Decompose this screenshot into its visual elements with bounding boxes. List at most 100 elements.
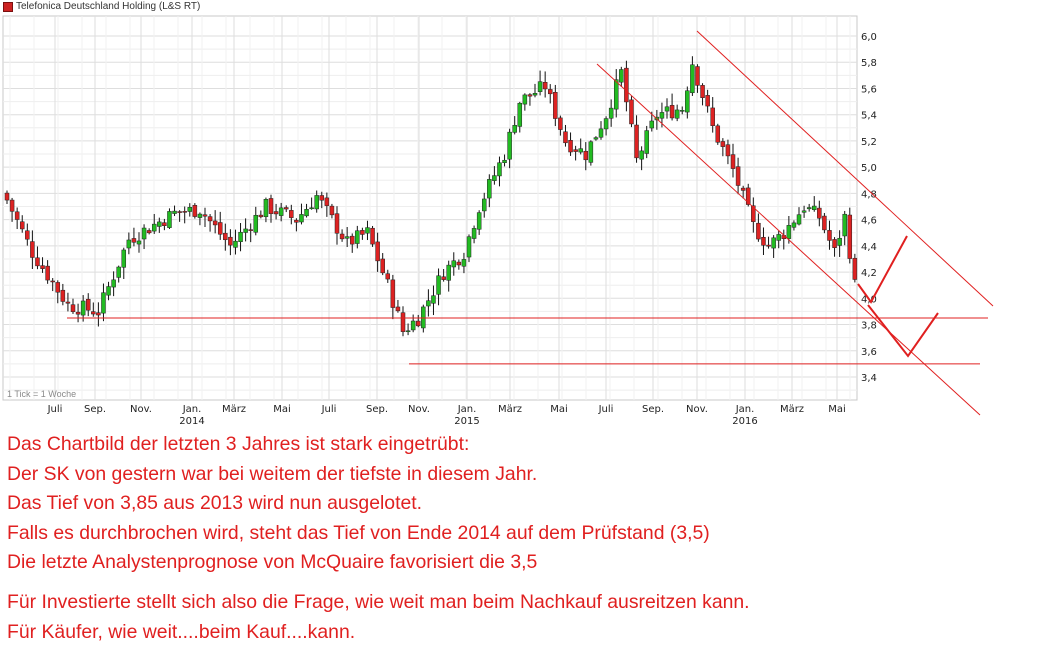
candle-down (202, 214, 208, 217)
candle-down (634, 124, 639, 159)
trend-line-lower (596, 63, 981, 416)
comment-block-2: Für Investierte stellt sich also die Fra… (7, 588, 750, 647)
y-tick-label: 3,8 (861, 321, 877, 332)
y-tick-label: 5,8 (861, 58, 877, 69)
candle-down (217, 222, 223, 235)
candle-down (558, 117, 563, 130)
x-tick-label: März (222, 404, 246, 415)
candle-up (776, 234, 781, 241)
candle-down (45, 265, 50, 281)
candle-down (568, 140, 573, 153)
candle-up (532, 93, 538, 96)
candle-down (822, 215, 827, 231)
candle-up (304, 209, 309, 217)
legend: Telefonica Deutschland Holding (L&S RT) (3, 1, 200, 12)
candle-down (441, 276, 446, 280)
x-tick-label: Juli (598, 404, 614, 415)
comment-line: Die letzte Analystenprognose von McQuair… (7, 551, 538, 574)
candle-down (35, 257, 40, 267)
candle-down (65, 301, 71, 304)
candle-up (811, 205, 817, 210)
candle-down (339, 233, 345, 240)
candle-down (258, 214, 264, 218)
candle-up (644, 130, 649, 154)
candle-down (761, 237, 766, 246)
y-tick-label: 3,4 (861, 373, 877, 384)
candle-up (157, 221, 162, 227)
candle-up (507, 131, 512, 160)
candle-up (314, 195, 319, 210)
candle-down (735, 166, 741, 186)
candle-down (563, 131, 568, 144)
candle-down (294, 219, 299, 223)
candle-up (355, 230, 360, 244)
candles (4, 56, 858, 337)
candle-down (324, 197, 330, 206)
candle-down (60, 289, 66, 302)
candle-down (25, 230, 30, 240)
candle-up (522, 94, 528, 105)
candle-down (329, 205, 335, 216)
candle-down (223, 232, 228, 241)
candle-down (85, 298, 91, 311)
candle-down (283, 207, 289, 210)
y-axis: 3,43,63,84,04,24,44,64,85,05,25,45,65,86… (861, 32, 877, 384)
candle-down (248, 229, 253, 231)
comment-line: Falls es durchbrochen wird, steht das Ti… (7, 521, 710, 544)
candle-up (679, 110, 685, 112)
candle-down (624, 67, 629, 103)
candle-up (791, 222, 797, 228)
candle-up (421, 306, 426, 329)
candle-up (801, 210, 807, 213)
candle-up (238, 231, 243, 242)
candle-down (360, 230, 365, 235)
comment-line: Das Tief von 3,85 aus 2013 wird nun ausg… (7, 492, 423, 515)
candle-down (207, 216, 213, 222)
x-tick-label: Juli (321, 404, 337, 415)
candle-up (639, 150, 644, 160)
candle-down (817, 207, 822, 219)
candle-up (167, 211, 172, 228)
candle-down (827, 230, 832, 241)
candle-up (197, 213, 203, 218)
candle-up (263, 199, 269, 218)
candle-up (410, 320, 416, 331)
candle-down (131, 238, 137, 243)
candle-down (700, 85, 705, 98)
candle-down (380, 258, 385, 274)
candle-down (55, 282, 61, 293)
tick-interval-note: 1 Tick = 1 Woche (7, 389, 77, 399)
comment-line: Das Chartbild der letzten 3 Jahres ist s… (7, 433, 470, 455)
candle-down (456, 261, 462, 266)
candle-up (101, 292, 106, 314)
candle-down (695, 66, 700, 86)
x-tick-label: Mai (273, 404, 291, 415)
candle-up (598, 128, 604, 138)
candle-up (796, 214, 802, 225)
x-tick-label: März (498, 404, 522, 415)
candle-down (745, 187, 751, 205)
candle-up (451, 260, 457, 268)
legend-label: Telefonica Deutschland Holding (L&S RT) (16, 1, 201, 12)
y-tick-label: 5,4 (861, 111, 877, 122)
candle-down (370, 227, 375, 245)
candle-up (674, 109, 680, 119)
candle-down (162, 222, 167, 226)
x-tick-label: März (780, 404, 804, 415)
candle-up (588, 141, 594, 163)
candle-up (613, 79, 619, 110)
candle-up (446, 264, 451, 281)
candle-up (172, 210, 177, 214)
candle-up (299, 214, 304, 223)
x-tick-label: Jan. (457, 404, 477, 415)
candle-down (192, 205, 198, 217)
candle-down (547, 89, 553, 95)
x-tick-label: Nov. (408, 404, 430, 415)
candle-down (852, 257, 858, 280)
candle-up (517, 102, 523, 127)
x-tick-label: Mai (828, 404, 846, 415)
check-arrow-2 (867, 304, 939, 358)
candle-down (629, 99, 634, 125)
comment-line: Für Investierte stellt sich also die Fra… (7, 591, 750, 613)
